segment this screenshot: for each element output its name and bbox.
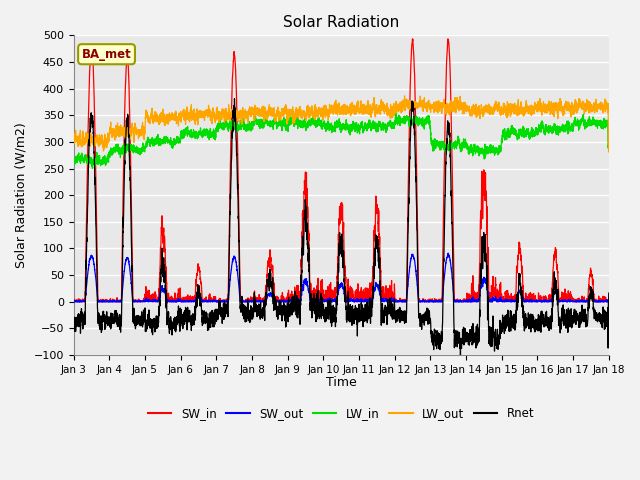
Legend: SW_in, SW_out, LW_in, LW_out, Rnet: SW_in, SW_out, LW_in, LW_out, Rnet [143,402,540,425]
Text: BA_met: BA_met [82,48,131,60]
Title: Solar Radiation: Solar Radiation [283,15,399,30]
X-axis label: Time: Time [326,376,356,389]
Y-axis label: Solar Radiation (W/m2): Solar Radiation (W/m2) [15,122,28,268]
